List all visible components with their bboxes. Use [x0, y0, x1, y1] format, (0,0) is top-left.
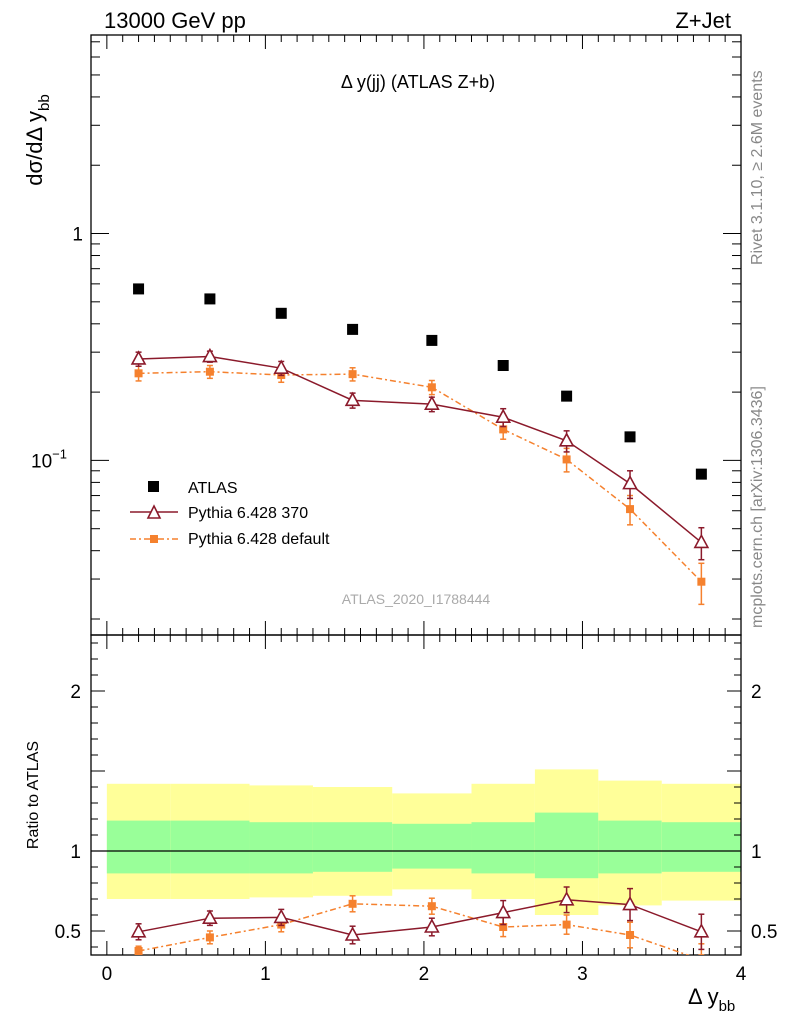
- rivet-version-text: Rivet 3.1.10, ≥ 2.6M events: [749, 70, 766, 265]
- analysis-watermark: ATLAS_2020_I1788444: [342, 591, 491, 607]
- main-pythia370-point-5: [495, 408, 512, 424]
- ratio-pythia-default-point-5: [499, 923, 508, 931]
- ratio-pythia370-point-3: [344, 926, 361, 941]
- main-pythia-default-point-0: [134, 369, 143, 378]
- main-pythia370-point-7: [622, 474, 638, 490]
- ratio-band-inner-0: [106, 820, 171, 874]
- legend-marker-atlas: [148, 481, 159, 492]
- ratio-pythia370-point-7: [622, 895, 638, 911]
- ratio-xtick-label-2: 2: [419, 964, 430, 985]
- legend-label-atlas: ATLAS: [188, 480, 238, 497]
- ratio-xtick-label-4: 4: [736, 964, 747, 985]
- legend: ATLAS Pythia 6.428 370 Pythia 6.428 defa…: [130, 480, 330, 548]
- ratio-xtick-label-0: 0: [102, 964, 113, 985]
- ratio-pythia370-point-8: [693, 923, 710, 938]
- ratio-pythia370-point-1: [202, 909, 218, 924]
- ratio-frame: [90, 634, 742, 956]
- ratio-pythia-default-line: [138, 903, 690, 955]
- main-pythia370-point-8: [693, 533, 710, 549]
- ratio-series-group: [130, 886, 710, 955]
- main-atlas-point-3: [347, 323, 359, 335]
- main-atlas-point-5: [497, 360, 509, 372]
- main-atlas-point-2: [275, 307, 287, 319]
- main-pythia-default-point-3: [348, 370, 357, 379]
- main-pythia-default-point-6: [562, 455, 571, 464]
- main-plot-title: Δ y(jj) (ATLAS Z+b): [341, 72, 495, 92]
- main-plot-panel: Δ y(jj) (ATLAS Z+b) ATLAS_2020_I1788444 …: [22, 34, 742, 636]
- main-ytick-label-1: 10−1: [31, 446, 67, 472]
- main-pythia370-point-2: [273, 359, 290, 374]
- ratio-ytick-label-right-0.5: 0.5: [751, 922, 777, 943]
- svg-text:dσ/dΔ ybb: dσ/dΔ ybb: [22, 94, 53, 185]
- legend-marker-pythia370: [146, 504, 162, 519]
- ratio-ytick-label-left-0.5: 0.5: [55, 922, 81, 943]
- svg-text:Δ ybb: Δ ybb: [688, 984, 735, 1015]
- main-atlas-point-1: [204, 293, 216, 305]
- ratio-pythia-default-point-0: [134, 947, 143, 955]
- ratio-pythia-default-point-3: [348, 899, 357, 908]
- ratio-pythia-default-point-1: [205, 933, 214, 942]
- header-process: Z+Jet: [675, 8, 731, 33]
- main-pythia370-point-0: [130, 350, 147, 365]
- ratio-band-inner-3: [312, 822, 393, 872]
- legend-marker-pythia-default: [150, 535, 158, 543]
- main-pythia370-point-4: [424, 395, 440, 410]
- ratio-ytick-label-right-1: 1: [751, 842, 762, 863]
- ratio-band-inner-2: [249, 822, 313, 874]
- main-atlas-point-8: [695, 468, 707, 480]
- main-pythia370-point-1: [202, 347, 218, 363]
- ratio-pythia370-point-2: [273, 908, 290, 924]
- main-pythia-default-point-1: [205, 367, 214, 376]
- ratio-band-inner-6: [534, 812, 599, 879]
- ratio-x-axis-label: Δ ybb: [688, 984, 735, 1015]
- ratio-pythia-default-point-7: [626, 931, 635, 939]
- ratio-pythia370-point-5: [495, 903, 512, 919]
- ratio-pythia-default-point-6: [562, 920, 571, 929]
- legend-label-pythia-default: Pythia 6.428 default: [188, 531, 330, 548]
- main-pythia-default-point-5: [499, 425, 508, 434]
- ratio-band-inner-1: [170, 820, 250, 874]
- main-pythia-default-point-7: [626, 505, 635, 514]
- ratio-band-inner-8: [661, 822, 741, 872]
- ratio-ytick-label-right-2: 2: [751, 682, 762, 703]
- main-pythia-default-point-4: [427, 383, 436, 392]
- ratio-ytick-label-left-2: 2: [70, 682, 81, 703]
- main-y-axis-label: dσ/dΔ ybb: [22, 94, 53, 185]
- legend-label-pythia370: Pythia 6.428 370: [188, 505, 308, 522]
- ratio-plot-panel: Ratio to ATLAS Δ ybb 0 1 2 3 40.5 0.51 12 2: [25, 634, 777, 1015]
- main-atlas-point-4: [426, 334, 438, 346]
- ratio-pythia370-point-6: [558, 891, 575, 906]
- ratio-band-inner-4: [392, 823, 472, 869]
- ratio-pythia370-point-0: [130, 923, 147, 938]
- main-pythia370-point-6: [558, 432, 575, 447]
- main-atlas-point-0: [133, 283, 145, 295]
- main-atlas-point-7: [624, 431, 636, 443]
- main-pythia-default-point-8: [697, 577, 706, 586]
- main-pythia370-point-3: [344, 391, 361, 407]
- ratio-y-axis-label: Ratio to ATLAS: [25, 741, 42, 849]
- main-atlas-point-6: [561, 390, 573, 402]
- ratio-xtick-label-3: 3: [577, 964, 588, 985]
- mcplots-url-text: mcplots.cern.ch [arXiv:1306.3436]: [749, 386, 766, 628]
- ratio-ytick-label-left-1: 1: [70, 842, 81, 863]
- ratio-band-inner-5: [471, 822, 535, 874]
- ratio-pythia-default-point-4: [427, 902, 436, 911]
- header-energy: 13000 GeV pp: [104, 8, 246, 33]
- ratio-xtick-label-1: 1: [260, 964, 271, 985]
- ratio-band-inner-7: [598, 820, 662, 874]
- main-ytick-label-0: 1: [72, 225, 83, 246]
- ratio-pythia370-point-4: [424, 918, 440, 933]
